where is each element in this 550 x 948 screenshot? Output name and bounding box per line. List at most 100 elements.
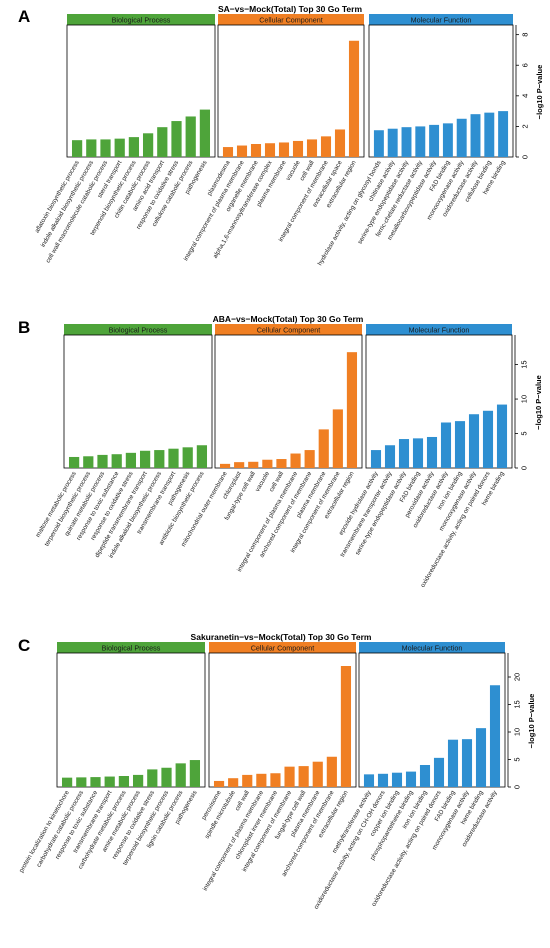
bar <box>213 780 225 787</box>
panel-c-title: Sakuranetin−vs−Mock(Total) Top 30 Go Ter… <box>191 632 372 642</box>
panel-a-label: A <box>18 7 30 26</box>
bar <box>384 445 396 468</box>
bar <box>489 685 501 787</box>
bar <box>248 461 259 468</box>
bar <box>175 763 186 787</box>
panel-b-title: ABA−vs−Mock(Total) Top 30 Go Term <box>213 314 364 324</box>
bar <box>76 777 87 787</box>
bar <box>185 116 196 157</box>
panel-c-group-1-header-label: Cellular Component <box>251 643 315 652</box>
bar <box>236 145 248 157</box>
bar <box>470 114 481 157</box>
bar <box>391 772 403 787</box>
bar <box>71 140 83 157</box>
y-tick-label: 0 <box>513 785 522 789</box>
panel-c-group-0-header <box>57 642 205 653</box>
bar <box>86 139 97 157</box>
panel-b-group-1-header-label: Cellular Component <box>257 325 321 334</box>
y-tick-label: 15 <box>513 700 522 708</box>
panel-b-group-0-header-label: Biological Process <box>109 325 168 334</box>
bar <box>412 438 424 468</box>
bar <box>440 422 452 468</box>
bar <box>250 144 262 157</box>
bar <box>100 139 111 157</box>
panel-a-group-2-frame <box>368 24 514 158</box>
bar <box>154 450 165 468</box>
y-tick-label: 0 <box>520 466 529 470</box>
bar <box>340 666 352 787</box>
bar <box>125 452 137 468</box>
bar <box>429 124 440 157</box>
panel-c-group-2-header <box>359 642 505 653</box>
bar <box>401 127 412 157</box>
panel-a-group-0-header-label: Biological Process <box>112 15 171 24</box>
bar <box>68 456 80 468</box>
bar <box>264 143 276 157</box>
bar <box>496 404 508 468</box>
y-tick-label: 15 <box>520 360 529 368</box>
bar <box>484 112 495 157</box>
bar <box>304 450 315 468</box>
panel-a-group-1-header <box>218 14 364 25</box>
bar <box>456 118 467 157</box>
y-tick-label: 10 <box>513 728 522 736</box>
bar <box>387 128 398 157</box>
panel-c-group-1-header <box>209 642 356 653</box>
category-label: cell wall macromolecule catabolic proces… <box>45 160 110 265</box>
bar <box>114 138 125 157</box>
bar <box>306 139 318 157</box>
bar <box>419 765 431 787</box>
panel-b-group-1-header <box>215 324 362 335</box>
bar <box>139 450 151 468</box>
bar <box>157 127 168 157</box>
bar <box>90 777 101 787</box>
y-tick-label: 0 <box>521 155 530 159</box>
panel-c-group-2-frame <box>358 652 506 788</box>
bar <box>228 778 239 787</box>
bar <box>242 774 253 787</box>
bar <box>348 40 360 157</box>
bar <box>118 776 130 787</box>
bar <box>373 130 384 157</box>
panel-c-group-0-frame <box>56 652 206 788</box>
bar <box>475 728 487 787</box>
bar <box>498 111 509 157</box>
bar <box>161 767 172 787</box>
category-label: integral component of plasma membrane <box>182 159 246 262</box>
bar <box>276 459 287 468</box>
y-tick-label: 2 <box>521 124 530 128</box>
bar <box>468 414 480 468</box>
bar <box>199 109 211 157</box>
bar <box>132 774 144 787</box>
panel-a-group-2-header <box>369 14 513 25</box>
y-tick-label: 5 <box>520 431 529 435</box>
bar <box>270 773 281 787</box>
bar <box>454 421 466 468</box>
bar <box>262 459 273 468</box>
bar <box>405 771 417 787</box>
y-tick-label: 4 <box>521 94 530 98</box>
bar <box>182 447 193 468</box>
bar <box>147 769 158 787</box>
panel-b: B ABA−vs−Mock(Total) Top 30 Go Term Biolog… <box>18 314 543 589</box>
y-tick-label: 6 <box>521 63 530 67</box>
panel-c: C Sakuranetin−vs−Mock(Total) Top 30 Go Te… <box>18 632 536 911</box>
bar <box>370 450 382 468</box>
panel-b-group-0-header <box>64 324 212 335</box>
bar <box>442 123 453 157</box>
panel-a-group-1-frame <box>217 24 365 158</box>
panel-a: A SA−vs−Mock(Total) Top 30 Go Term Biologi… <box>18 4 544 267</box>
bar <box>292 140 304 157</box>
panel-c-group-2-header-label: Molecular Function <box>402 643 463 652</box>
bar <box>433 757 445 787</box>
panel-c-y-label: −log10 P−value <box>527 694 536 749</box>
bar <box>318 429 329 468</box>
panel-b-group-0-frame <box>63 334 213 469</box>
bar <box>415 126 426 157</box>
panel-a-title: SA−vs−Mock(Total) Top 30 Go Term <box>218 4 362 14</box>
bar <box>171 121 182 157</box>
y-tick-label: 8 <box>521 33 530 37</box>
bar <box>320 136 332 157</box>
bar <box>104 776 115 787</box>
